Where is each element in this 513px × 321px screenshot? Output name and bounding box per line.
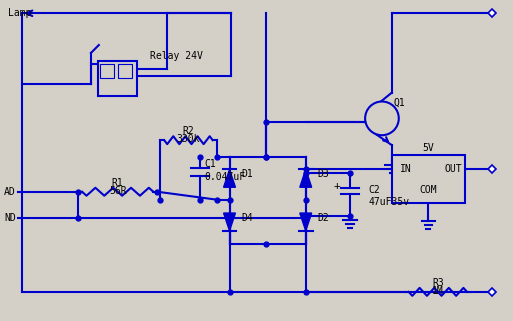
Text: R3: R3 (432, 278, 444, 288)
Polygon shape (300, 169, 312, 187)
Text: R2: R2 (183, 126, 194, 136)
Text: 56R: 56R (109, 186, 127, 196)
Bar (392, 155, 465, 203)
Text: D3: D3 (318, 169, 329, 179)
Text: D2: D2 (318, 213, 329, 223)
Text: +: + (333, 181, 340, 191)
Circle shape (365, 101, 399, 135)
Text: D4: D4 (242, 213, 253, 223)
Text: C1: C1 (205, 159, 216, 169)
Text: 330k: 330k (176, 134, 200, 144)
Text: 47uF35v: 47uF35v (368, 197, 409, 207)
Text: ND: ND (4, 213, 16, 222)
Text: D1: D1 (242, 169, 253, 179)
Polygon shape (224, 213, 235, 231)
Bar (100, 64, 114, 78)
Text: AD: AD (4, 187, 16, 197)
Text: OUT: OUT (444, 164, 462, 174)
Text: IN: IN (400, 164, 411, 174)
Bar (117, 64, 131, 78)
Polygon shape (300, 213, 312, 231)
Bar (98, 61, 137, 96)
Text: C2: C2 (368, 185, 380, 195)
Text: COM: COM (420, 185, 437, 195)
Text: 1M: 1M (432, 286, 444, 296)
Text: Q1: Q1 (394, 98, 406, 108)
Text: R1: R1 (112, 178, 124, 188)
Text: Relay 24V: Relay 24V (150, 51, 203, 61)
Text: Lamp: Lamp (8, 8, 31, 18)
Text: 5V: 5V (423, 143, 435, 153)
Text: 0.047uF: 0.047uF (205, 172, 246, 182)
Polygon shape (224, 169, 235, 187)
